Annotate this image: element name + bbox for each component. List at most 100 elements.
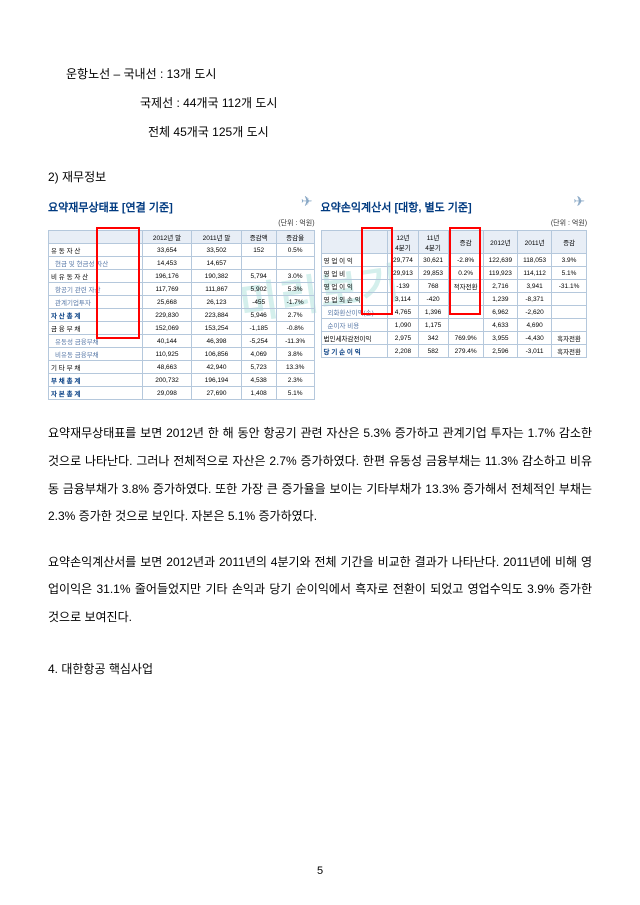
col-header: 증감 (552, 231, 587, 254)
cell: 4,690 (518, 319, 552, 332)
cell: 26,123 (192, 296, 241, 309)
cell: 2.3% (276, 374, 314, 387)
table-row: 외화환산이익(손)4,7651,3966,962-2,620 (321, 306, 587, 319)
cell: 25,668 (142, 296, 192, 309)
cell: 2,975 (388, 332, 418, 345)
cell: 유동성 금융부채 (49, 335, 143, 348)
route-domestic: 운항노선 – 국내선 : 13개 도시 (48, 60, 592, 89)
cell: 4,538 (241, 374, 276, 387)
cell: 외화환산이익(손) (321, 306, 388, 319)
col-header: 2011년 말 (192, 231, 241, 244)
cell: 순이자 비용 (321, 319, 388, 332)
cell: 흑자전환 (552, 345, 587, 358)
cell: 2,596 (483, 345, 518, 358)
cell: 29,913 (388, 267, 418, 280)
cell: 부 채 총 계 (49, 374, 143, 387)
cell: -31.1% (552, 280, 587, 293)
cell: 0.2% (448, 267, 483, 280)
cell: 3,941 (518, 280, 552, 293)
cell: 29,853 (418, 267, 448, 280)
cell: 582 (418, 345, 448, 358)
cell: 29,098 (142, 387, 192, 400)
cell: 1,239 (483, 293, 518, 306)
cell: -2.8% (448, 254, 483, 267)
cell: 0.5% (276, 244, 314, 257)
cell: 40,144 (142, 335, 192, 348)
cell: 111,867 (192, 283, 241, 296)
cell: -3,011 (518, 345, 552, 358)
cell: 3.0% (276, 270, 314, 283)
col-header: 2012년 말 (142, 231, 192, 244)
cell: 190,382 (192, 270, 241, 283)
table-row: 부 채 총 계200,732196,1944,5382.3% (49, 374, 315, 387)
cell: 금 융 부 채 (49, 322, 143, 335)
cell: 5.1% (276, 387, 314, 400)
cell: 196,176 (142, 270, 192, 283)
cell: 33,654 (142, 244, 192, 257)
cell: -2,620 (518, 306, 552, 319)
table-row: 관계기업투자25,66826,123-455-1.7% (49, 296, 315, 309)
cell (448, 319, 483, 332)
cell: -139 (388, 280, 418, 293)
table-row: 법인세차감전이익2,975342769.9%3,955-4,430흑자전환 (321, 332, 587, 345)
cell: 117,769 (142, 283, 192, 296)
cell: 자 산 총 계 (49, 309, 143, 322)
cell: 4,633 (483, 319, 518, 332)
col-header: 11년4분기 (418, 231, 448, 254)
cell: 현금 및 현금성 자산 (49, 257, 143, 270)
cell: 769.9% (448, 332, 483, 345)
cell: 1,396 (418, 306, 448, 319)
cell: 46,398 (192, 335, 241, 348)
cell: 3,114 (388, 293, 418, 306)
page-number: 5 (0, 865, 640, 877)
paragraph-2: 요약손익계산서를 보면 2012년과 2011년의 4분기와 전체 기간을 비교… (48, 549, 592, 632)
cell: -8,371 (518, 293, 552, 306)
table-row: 영 업 이 익29,77430,621-2.8%122,639118,0533.… (321, 254, 587, 267)
table-row: 영 업 외 손 익3,114-420 1,239-8,371 (321, 293, 587, 306)
col-header (321, 231, 388, 254)
cell (552, 319, 587, 332)
cell: 342 (418, 332, 448, 345)
cell: 2,716 (483, 280, 518, 293)
col-header (49, 231, 143, 244)
cell: 비 유 동 자 산 (49, 270, 143, 283)
cell: 153,254 (192, 322, 241, 335)
cell: 29,774 (388, 254, 418, 267)
cell: 흑자전환 (552, 332, 587, 345)
cell: 42,940 (192, 361, 241, 374)
cell: 110,925 (142, 348, 192, 361)
route-intl: 국제선 : 44개국 112개 도시 (48, 89, 592, 118)
col-header: 증감 (448, 231, 483, 254)
table-row: 기 타 부 채48,66342,9405,72313.3% (49, 361, 315, 374)
cell: 152,069 (142, 322, 192, 335)
table-row: 유 동 자 산33,65433,5021520.5% (49, 244, 315, 257)
cell: 유 동 자 산 (49, 244, 143, 257)
cell: 2,208 (388, 345, 418, 358)
cell: 30,621 (418, 254, 448, 267)
table-right-unit: (단위 : 억원) (321, 218, 588, 228)
cell: 자 본 총 계 (49, 387, 143, 400)
table-right-wrap: ✈ 요약손익계산서 [대항, 별도 기준] (단위 : 억원) 12년4분기11… (321, 199, 588, 400)
paragraph-1: 요약재무상태표를 보면 2012년 한 해 동안 항공기 관련 자산은 5.3%… (48, 420, 592, 530)
cell: 13.3% (276, 361, 314, 374)
cell: 기 타 부 채 (49, 361, 143, 374)
cell: 27,690 (192, 387, 241, 400)
cell: 5,794 (241, 270, 276, 283)
table-right-title: 요약손익계산서 [대항, 별도 기준] (321, 199, 588, 215)
cell: 5.1% (552, 267, 587, 280)
cell: 당 기 순 이 익 (321, 345, 388, 358)
cell: 3.9% (552, 254, 587, 267)
cell: -420 (418, 293, 448, 306)
heading-4: 4. 대한항공 핵심사업 (48, 660, 592, 677)
table-row: 자 본 총 계29,09827,6901,4085.1% (49, 387, 315, 400)
cell: 1,408 (241, 387, 276, 400)
cell: 법인세차감전이익 (321, 332, 388, 345)
cell: 1,175 (418, 319, 448, 332)
cell: 14,453 (142, 257, 192, 270)
col-header: 2012년 (483, 231, 518, 254)
table-row: 현금 및 현금성 자산14,45314,657 (49, 257, 315, 270)
table-row: 비 유 동 자 산196,176190,3825,7943.0% (49, 270, 315, 283)
cell: 119,923 (483, 267, 518, 280)
cell: 122,639 (483, 254, 518, 267)
cell: 관계기업투자 (49, 296, 143, 309)
